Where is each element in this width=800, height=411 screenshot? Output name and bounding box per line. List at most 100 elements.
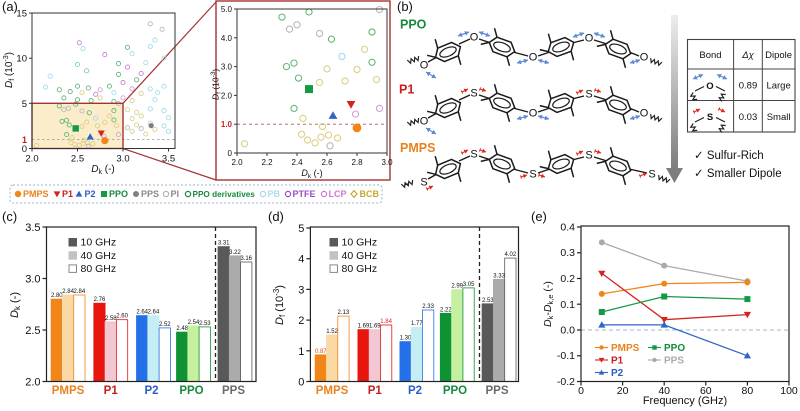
svg-text:4.02: 4.02 — [505, 252, 517, 258]
svg-text:P2: P2 — [611, 368, 624, 379]
svg-text:P1: P1 — [368, 385, 383, 397]
svg-text:2.84: 2.84 — [74, 289, 86, 295]
svg-text:1.0: 1.0 — [221, 120, 233, 129]
svg-text:2.84: 2.84 — [62, 289, 74, 295]
svg-text:PPO: PPO — [109, 189, 128, 199]
svg-text:0.1: 0.1 — [560, 299, 575, 311]
svg-text:10 GHz: 10 GHz — [81, 237, 117, 249]
svg-text:PMPS: PMPS — [52, 385, 85, 397]
svg-text:2.2: 2.2 — [261, 158, 273, 167]
svg-text:0: 0 — [228, 149, 233, 158]
svg-text:3.05: 3.05 — [463, 282, 475, 288]
svg-text:1.77: 1.77 — [411, 321, 423, 327]
svg-text:O: O — [640, 52, 649, 64]
svg-text:1: 1 — [298, 346, 304, 358]
svg-text:PPS: PPS — [222, 385, 245, 397]
svg-text:PPS: PPS — [485, 385, 508, 397]
svg-text:2.64: 2.64 — [148, 310, 160, 316]
svg-text:0.03: 0.03 — [739, 112, 758, 123]
svg-text:(e): (e) — [531, 209, 547, 224]
svg-text:S: S — [585, 150, 592, 162]
svg-text:80: 80 — [742, 385, 754, 397]
svg-text:3.0: 3.0 — [381, 158, 393, 167]
svg-text:Small: Small — [767, 112, 791, 123]
svg-text:15: 15 — [16, 9, 27, 20]
svg-text:3.0: 3.0 — [221, 63, 233, 72]
svg-text:PPO: PPO — [400, 18, 427, 32]
svg-text:PPS: PPS — [141, 189, 159, 199]
svg-text:3.31: 3.31 — [218, 241, 230, 247]
svg-text:P1: P1 — [104, 385, 119, 397]
svg-text:0.4: 0.4 — [560, 222, 575, 234]
svg-text:PMPS: PMPS — [23, 189, 49, 199]
svg-text:2.6: 2.6 — [321, 158, 333, 167]
svg-text:(b): (b) — [397, 0, 413, 14]
svg-text:O: O — [420, 60, 429, 72]
svg-text:2.0: 2.0 — [25, 377, 40, 389]
svg-text:40: 40 — [658, 385, 670, 397]
svg-text:PMPS: PMPS — [611, 343, 640, 354]
svg-text:20: 20 — [617, 385, 629, 397]
svg-text:100: 100 — [780, 385, 798, 397]
svg-text:2.60: 2.60 — [116, 314, 128, 320]
svg-text:O: O — [470, 32, 479, 44]
svg-text:2.0: 2.0 — [221, 91, 233, 100]
svg-text:4.0: 4.0 — [221, 34, 233, 43]
svg-text:2.80: 2.80 — [51, 293, 63, 299]
svg-text:(c): (c) — [2, 209, 17, 224]
svg-text:2.22: 2.22 — [440, 307, 452, 313]
svg-text:2.52: 2.52 — [159, 322, 171, 328]
svg-text:Large: Large — [766, 81, 790, 92]
svg-text:O: O — [585, 33, 594, 45]
svg-text:1.52: 1.52 — [326, 329, 338, 335]
svg-text:S: S — [420, 177, 427, 189]
svg-text:S: S — [648, 169, 655, 181]
svg-text:P1: P1 — [399, 83, 414, 97]
svg-text:2.99: 2.99 — [451, 284, 463, 290]
svg-text:2.0: 2.0 — [231, 158, 243, 167]
svg-text:0.0: 0.0 — [560, 325, 575, 337]
svg-text:(a): (a) — [2, 0, 18, 14]
svg-text:3.16: 3.16 — [240, 256, 252, 262]
svg-text:2.48: 2.48 — [176, 326, 188, 332]
svg-text:1.84: 1.84 — [380, 319, 392, 325]
svg-text:40 GHz: 40 GHz — [81, 250, 117, 262]
svg-text:2.58: 2.58 — [105, 316, 117, 322]
svg-text:2: 2 — [298, 315, 304, 327]
svg-text:PPO: PPO — [664, 343, 685, 354]
svg-text:0: 0 — [22, 144, 27, 155]
svg-text:5: 5 — [298, 223, 304, 235]
svg-text:PTFE: PTFE — [293, 189, 316, 199]
svg-text:PI: PI — [171, 189, 180, 199]
svg-text:Bond: Bond — [699, 50, 721, 61]
svg-text:-0.1: -0.1 — [557, 350, 575, 362]
svg-text:1: 1 — [22, 135, 27, 145]
svg-text:1.69: 1.69 — [369, 324, 381, 330]
svg-text:2.64: 2.64 — [136, 310, 148, 316]
svg-text:PPO derivatives: PPO derivatives — [193, 190, 256, 199]
svg-text:S: S — [585, 89, 592, 101]
svg-text:Dk-Dk,e (-): Dk-Dk,e (-) — [542, 281, 555, 327]
svg-text:2.13: 2.13 — [338, 310, 350, 316]
svg-text:80 GHz: 80 GHz — [342, 263, 378, 275]
svg-text:Df (10-3): Df (10-3) — [3, 52, 16, 88]
svg-text:3.5: 3.5 — [25, 222, 40, 234]
svg-text:S: S — [470, 149, 477, 161]
svg-text:PPO: PPO — [443, 385, 467, 397]
svg-text:PB: PB — [268, 189, 281, 199]
svg-text:0: 0 — [578, 385, 584, 397]
svg-text:3.0: 3.0 — [25, 274, 40, 286]
svg-text:BCB: BCB — [360, 189, 380, 199]
svg-text:O: O — [529, 108, 538, 120]
svg-text:0.87: 0.87 — [315, 349, 327, 355]
svg-text:P1: P1 — [62, 189, 73, 199]
svg-text:✓ Sulfur-Rich: ✓ Sulfur-Rich — [694, 150, 764, 162]
svg-text:Df (10-3): Df (10-3) — [272, 285, 287, 325]
svg-text:2.33: 2.33 — [422, 304, 434, 310]
svg-text:3.5: 3.5 — [162, 154, 175, 165]
svg-text:Dipole: Dipole — [765, 50, 792, 61]
svg-text:PPS: PPS — [664, 356, 684, 367]
svg-text:O: O — [529, 52, 538, 64]
svg-text:P1: P1 — [611, 356, 624, 367]
svg-text:Dk (-): Dk (-) — [301, 168, 322, 180]
